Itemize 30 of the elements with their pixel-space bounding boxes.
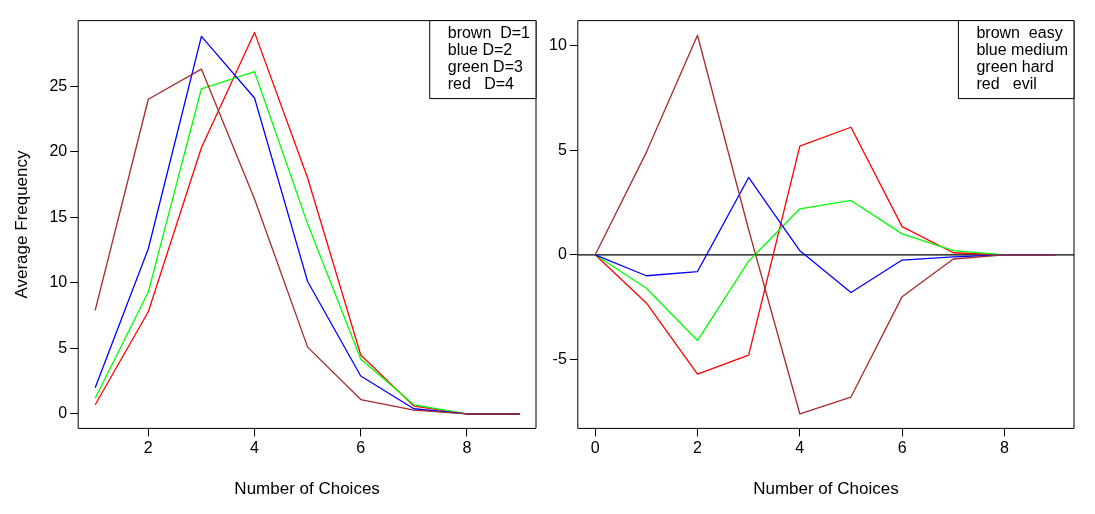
y-tick-label: 15 <box>49 207 68 225</box>
annotation: blue D=2 <box>447 41 513 59</box>
y-tick-label: 5 <box>58 338 68 356</box>
y-tick-label: 0 <box>58 404 68 422</box>
x-tick-label: 2 <box>693 439 703 457</box>
y-tick-label: 20 <box>49 142 68 160</box>
x-tick-label: 0 <box>590 439 600 457</box>
x-tick-label: 8 <box>462 439 472 457</box>
x-tick-label: 2 <box>143 439 153 457</box>
y-tick-label: 5 <box>557 140 567 158</box>
x-tick-label: 6 <box>356 439 366 457</box>
annotation: green hard <box>976 58 1054 76</box>
y-tick-label: 10 <box>549 36 567 54</box>
annotation: brown D=1 <box>447 24 531 42</box>
x-axis-title: Number of Choices <box>753 479 899 499</box>
x-axis-title: Number of Choices <box>234 479 380 499</box>
y-tick-label: 0 <box>557 245 567 263</box>
y-tick-label: -5 <box>552 349 567 367</box>
y-tick-label: 25 <box>49 76 68 94</box>
x-tick-label: 6 <box>897 439 907 457</box>
x-tick-label: 4 <box>795 439 805 457</box>
x-tick-label: 8 <box>999 439 1009 457</box>
y-tick-label: 10 <box>49 273 68 291</box>
annotation: green D=3 <box>447 58 523 76</box>
annotation: red D=4 <box>447 75 515 93</box>
annotation: blue medium <box>976 41 1069 59</box>
x-tick-label: 4 <box>250 439 260 457</box>
annotation: brown easy <box>976 24 1063 42</box>
annotation: red evil <box>976 75 1037 93</box>
y-axis-title: Average Frequency <box>11 149 31 299</box>
